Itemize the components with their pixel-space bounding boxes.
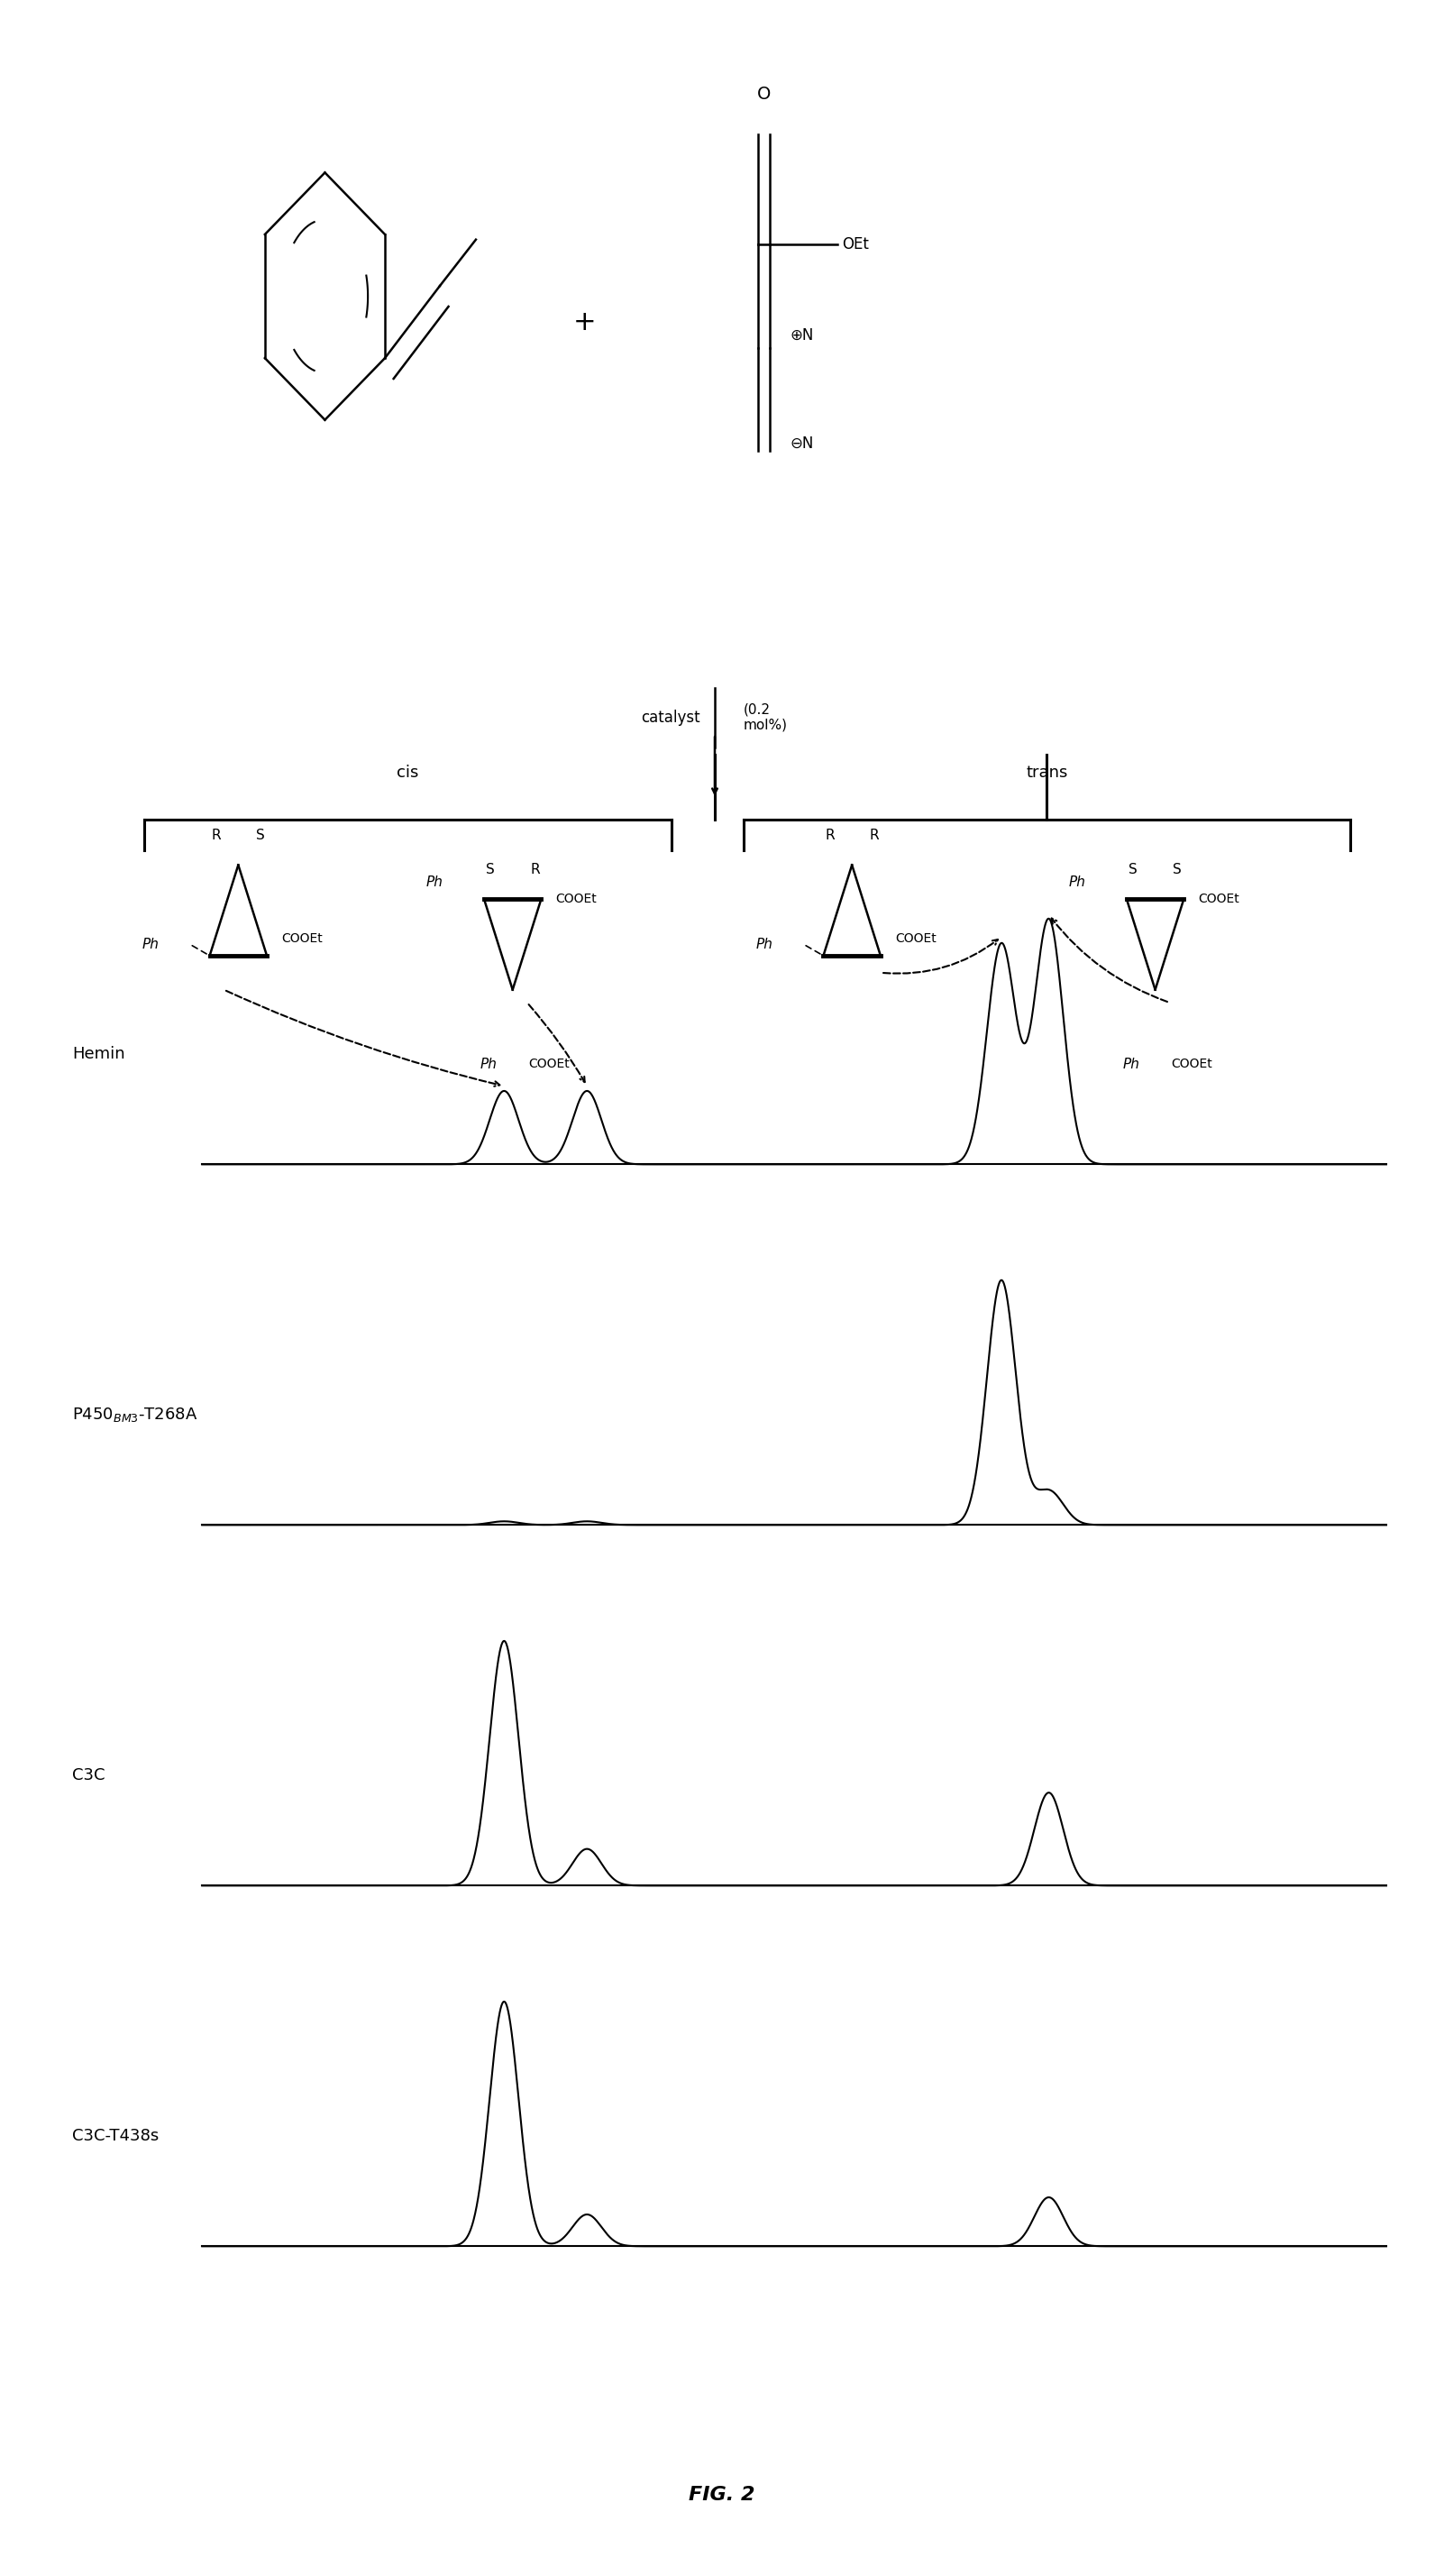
Text: Ph: Ph [755,938,773,951]
Text: ⊖N: ⊖N [790,435,813,451]
Text: R: R [825,829,835,842]
Text: R: R [869,829,879,842]
Text: S: S [1129,863,1138,876]
Text: Ph: Ph [142,938,159,951]
Text: S: S [1173,863,1181,876]
Text: OEt: OEt [842,237,869,252]
Text: Ph: Ph [479,1059,497,1072]
Text: S: S [256,829,264,842]
Text: (0.2
mol%): (0.2 mol%) [744,703,788,732]
Text: Ph: Ph [1069,876,1086,889]
Text: Ph: Ph [1122,1059,1139,1072]
Text: O: O [757,85,771,103]
Text: FIG. 2: FIG. 2 [689,2486,755,2504]
Text: COOEt: COOEt [1199,894,1239,904]
Text: P450$_{BM3}$-T268A: P450$_{BM3}$-T268A [72,1406,198,1425]
Text: COOEt: COOEt [1171,1059,1213,1072]
Text: +: + [573,309,596,335]
Text: COOEt: COOEt [895,933,936,945]
Text: COOEt: COOEt [282,933,322,945]
Text: S: S [487,863,495,876]
Text: cis: cis [397,765,419,781]
Text: COOEt: COOEt [529,1059,570,1072]
Text: R: R [530,863,540,876]
Text: ⊕N: ⊕N [790,327,813,343]
Text: C3C: C3C [72,1767,105,1783]
Text: trans: trans [1027,765,1067,781]
Text: COOEt: COOEt [556,894,596,904]
Text: Hemin: Hemin [72,1046,126,1061]
Text: catalyst: catalyst [641,708,700,726]
Text: C3C-T438s: C3C-T438s [72,2128,159,2143]
Text: Ph: Ph [426,876,443,889]
Text: R: R [211,829,221,842]
